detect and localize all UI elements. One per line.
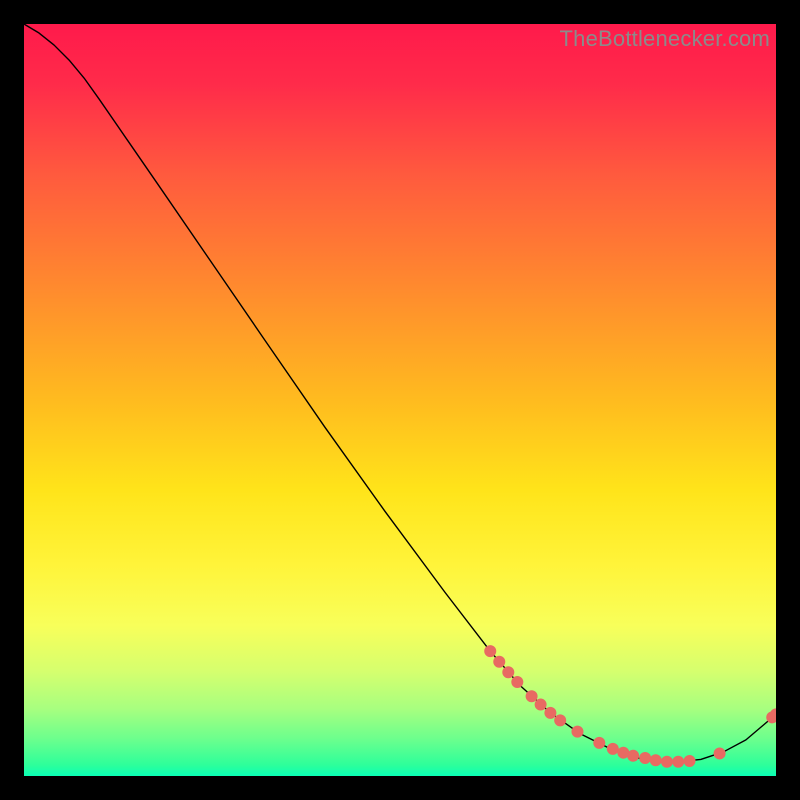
data-marker xyxy=(684,755,695,766)
plot-outer: TheBottlenecker.com xyxy=(24,24,776,776)
data-marker xyxy=(485,646,496,657)
data-marker xyxy=(545,707,556,718)
chart-frame: TheBottlenecker.com xyxy=(0,0,800,800)
watermark-text: TheBottlenecker.com xyxy=(560,26,770,52)
data-marker xyxy=(555,715,566,726)
data-marker xyxy=(607,743,618,754)
data-marker xyxy=(503,667,514,678)
data-marker xyxy=(512,677,523,688)
data-marker xyxy=(714,748,725,759)
data-marker xyxy=(594,737,605,748)
data-marker xyxy=(535,699,546,710)
data-marker xyxy=(628,750,639,761)
gradient-background xyxy=(24,24,776,776)
data-marker xyxy=(650,755,661,766)
data-marker xyxy=(494,656,505,667)
chart-svg xyxy=(24,24,776,776)
data-marker xyxy=(673,756,684,767)
plot-area xyxy=(24,24,776,776)
data-marker xyxy=(526,691,537,702)
data-marker xyxy=(640,752,651,763)
data-marker xyxy=(572,726,583,737)
data-marker xyxy=(661,756,672,767)
